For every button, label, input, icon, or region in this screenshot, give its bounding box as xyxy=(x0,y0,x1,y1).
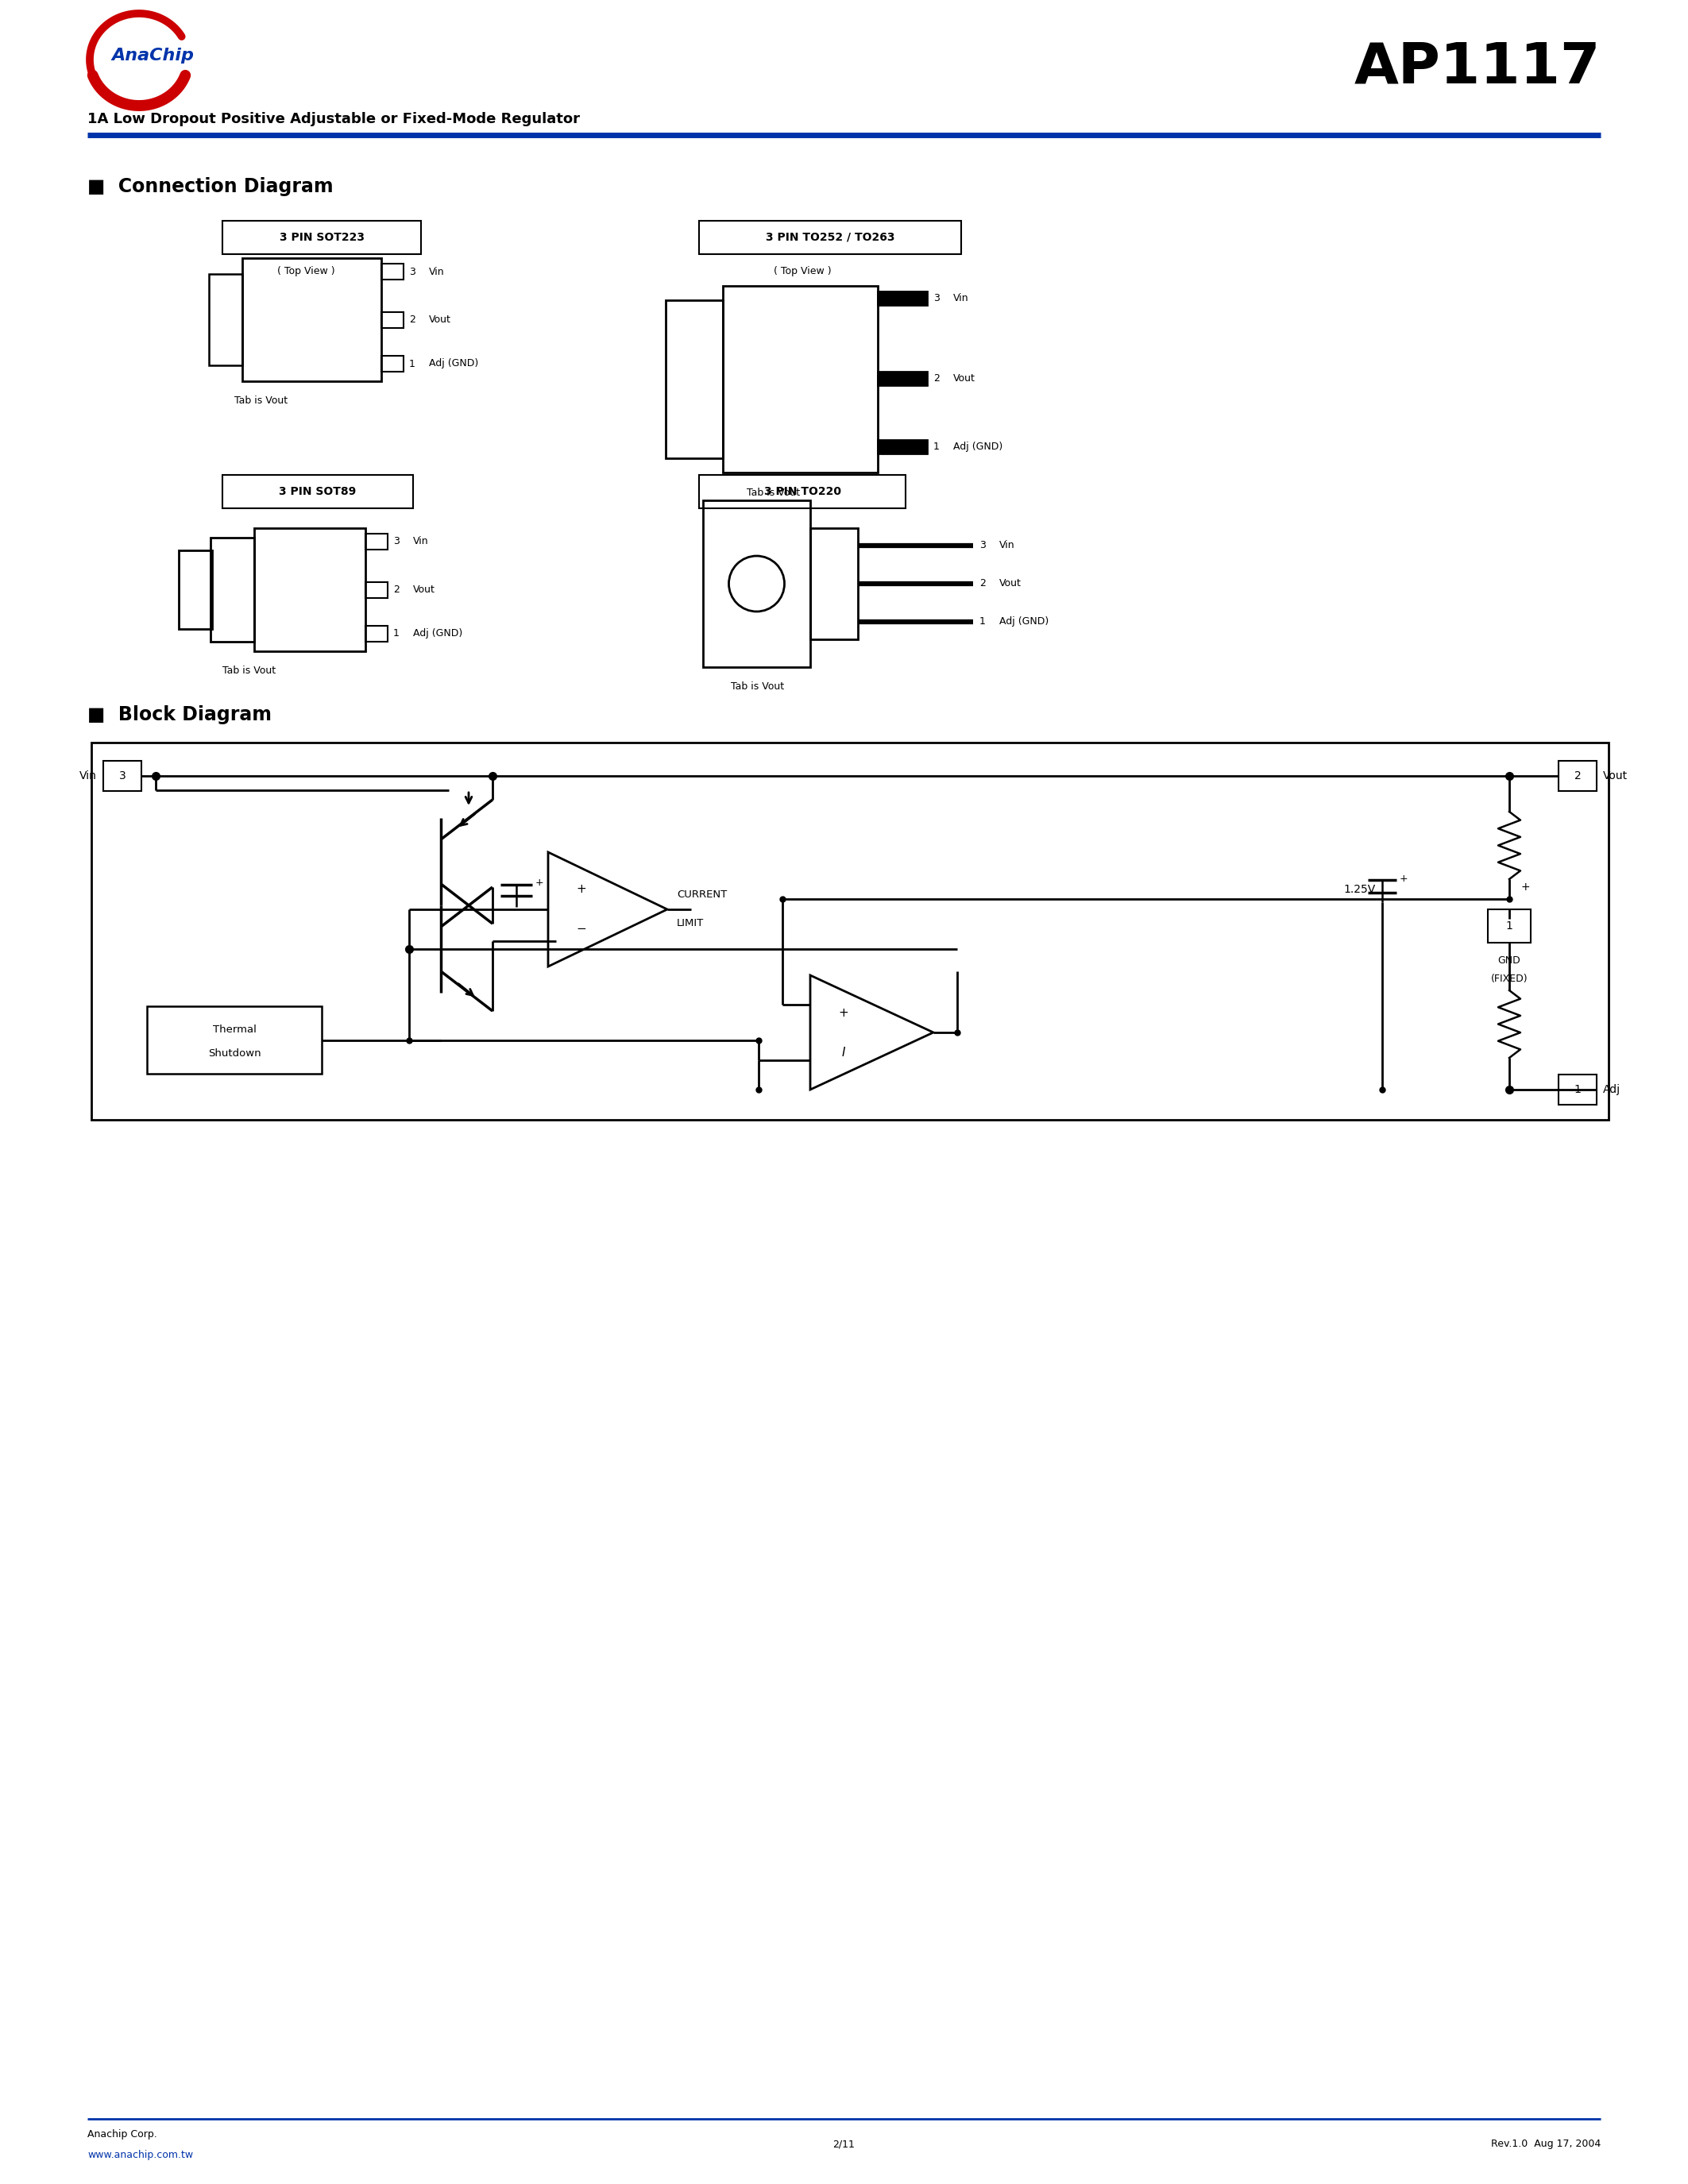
Text: Anachip Corp.: Anachip Corp. xyxy=(88,2129,157,2140)
Bar xyxy=(223,221,420,253)
Bar xyxy=(1558,1075,1597,1105)
Bar xyxy=(103,760,142,791)
Bar xyxy=(381,264,403,280)
Bar xyxy=(243,258,381,382)
Text: GND: GND xyxy=(1497,954,1521,965)
Text: 2: 2 xyxy=(979,579,986,590)
Text: ■  Connection Diagram: ■ Connection Diagram xyxy=(88,177,333,197)
Text: CURRENT: CURRENT xyxy=(677,889,728,900)
Text: www.anachip.com.tw: www.anachip.com.tw xyxy=(88,2149,192,2160)
Text: Tab is Vout: Tab is Vout xyxy=(223,666,275,677)
Bar xyxy=(255,529,365,651)
Text: Vout: Vout xyxy=(414,585,436,594)
Text: Adj (GND): Adj (GND) xyxy=(414,629,463,640)
Text: AP1117: AP1117 xyxy=(1354,39,1600,94)
Text: 2: 2 xyxy=(933,373,940,384)
Text: 2/11: 2/11 xyxy=(832,2138,856,2149)
Text: Vin: Vin xyxy=(79,771,96,782)
Text: 1.25V: 1.25V xyxy=(1344,885,1376,895)
Bar xyxy=(179,550,213,629)
Bar xyxy=(223,474,414,509)
Text: 3: 3 xyxy=(118,771,127,782)
Text: Vin: Vin xyxy=(414,537,429,546)
Text: 2: 2 xyxy=(408,314,415,325)
Text: 1: 1 xyxy=(933,441,940,452)
Bar xyxy=(365,533,388,550)
Bar xyxy=(699,221,960,253)
Bar xyxy=(365,627,388,642)
Text: 1: 1 xyxy=(408,358,415,369)
Text: +: + xyxy=(839,1007,849,1018)
Text: 1: 1 xyxy=(1573,1083,1582,1094)
Text: Vout: Vout xyxy=(954,373,976,384)
Bar xyxy=(365,581,388,598)
Bar xyxy=(147,1007,322,1075)
Text: 3 PIN TO220: 3 PIN TO220 xyxy=(763,487,841,498)
Text: 3: 3 xyxy=(408,266,415,277)
Text: Tab is Vout: Tab is Vout xyxy=(235,395,287,406)
Bar xyxy=(1487,909,1531,943)
Bar xyxy=(722,286,878,472)
Text: 1: 1 xyxy=(393,629,400,640)
Text: Tab is Vout: Tab is Vout xyxy=(746,487,800,498)
Text: Vin: Vin xyxy=(954,293,969,304)
Bar xyxy=(1558,760,1597,791)
Bar xyxy=(702,500,810,666)
Text: 3: 3 xyxy=(979,539,986,550)
Text: (FIXED): (FIXED) xyxy=(1491,974,1528,983)
Bar xyxy=(699,474,905,509)
Text: Adj: Adj xyxy=(1604,1083,1620,1094)
Text: Vout: Vout xyxy=(429,314,451,325)
Text: +: + xyxy=(1399,874,1408,885)
Text: I: I xyxy=(842,1046,846,1059)
Text: +: + xyxy=(576,885,586,895)
Bar xyxy=(878,439,927,454)
Text: 1: 1 xyxy=(1506,919,1512,933)
Bar xyxy=(209,273,243,365)
Text: ■  Block Diagram: ■ Block Diagram xyxy=(88,705,272,725)
Text: Adj (GND): Adj (GND) xyxy=(954,441,1003,452)
Text: AnaChip: AnaChip xyxy=(111,48,194,63)
Bar xyxy=(381,312,403,328)
Text: Thermal: Thermal xyxy=(213,1024,257,1035)
Text: ( Top View ): ( Top View ) xyxy=(773,266,830,277)
Bar xyxy=(878,290,927,306)
Bar xyxy=(91,743,1609,1120)
Text: 1: 1 xyxy=(979,616,986,627)
Bar xyxy=(211,537,255,642)
Text: 1A Low Dropout Positive Adjustable or Fixed-Mode Regulator: 1A Low Dropout Positive Adjustable or Fi… xyxy=(88,111,581,127)
Bar xyxy=(381,356,403,371)
Text: 2: 2 xyxy=(1575,771,1582,782)
Text: ( Top View ): ( Top View ) xyxy=(277,266,334,277)
Text: +: + xyxy=(1521,882,1531,893)
Text: Vout: Vout xyxy=(999,579,1021,590)
Text: Shutdown: Shutdown xyxy=(208,1048,260,1059)
Text: LIMIT: LIMIT xyxy=(677,919,704,928)
Text: Adj (GND): Adj (GND) xyxy=(429,358,478,369)
Bar xyxy=(878,371,927,387)
Text: Vin: Vin xyxy=(429,266,444,277)
Text: 3 PIN TO252 / TO263: 3 PIN TO252 / TO263 xyxy=(766,232,895,242)
Text: 3: 3 xyxy=(393,537,400,546)
Text: Rev.1.0  Aug 17, 2004: Rev.1.0 Aug 17, 2004 xyxy=(1491,2138,1600,2149)
Text: 3 PIN SOT89: 3 PIN SOT89 xyxy=(279,487,356,498)
Text: Vout: Vout xyxy=(1604,771,1627,782)
Bar xyxy=(665,299,722,459)
Text: Vin: Vin xyxy=(999,539,1014,550)
Bar xyxy=(810,529,858,640)
Text: 3 PIN SOT223: 3 PIN SOT223 xyxy=(279,232,365,242)
Text: +: + xyxy=(535,878,544,889)
Text: Tab is Vout: Tab is Vout xyxy=(731,681,785,692)
Text: 3: 3 xyxy=(933,293,940,304)
Text: Adj (GND): Adj (GND) xyxy=(999,616,1048,627)
Text: −: − xyxy=(576,924,586,935)
Text: 2: 2 xyxy=(393,585,400,594)
